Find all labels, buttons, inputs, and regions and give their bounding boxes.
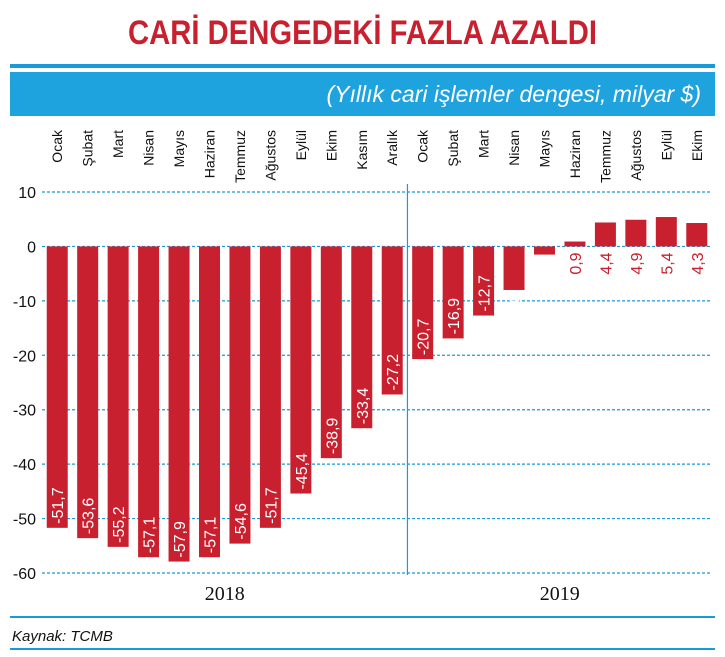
value-label: -20,7 [416, 319, 433, 356]
y-tick-label: 10 [18, 185, 36, 202]
category-label: Ekim [323, 130, 339, 161]
value-label: -45,4 [294, 453, 311, 490]
chart-subtitle: (Yıllık cari işlemler dengesi, milyar $) [326, 81, 701, 107]
year-label: 2019 [540, 583, 580, 605]
value-label: -51,7 [50, 487, 67, 524]
value-label: -57,1 [203, 517, 220, 554]
value-label: -16,9 [446, 298, 463, 335]
y-tick-label: -60 [13, 566, 36, 583]
source-note: Kaynak: TCMB [12, 628, 113, 645]
category-label: Mayıs [537, 130, 553, 167]
y-tick-label: -30 [13, 403, 36, 420]
category-label: Mart [110, 130, 126, 158]
value-label: -33,4 [355, 388, 372, 425]
y-tick-label: -20 [13, 348, 36, 365]
category-label: Eylül [293, 130, 309, 160]
y-tick-label: -10 [13, 294, 36, 311]
bar [625, 219, 647, 247]
bar [473, 246, 495, 316]
category-label: Ağustos [262, 130, 278, 181]
value-label: 4,3 [690, 252, 707, 274]
bar [534, 246, 555, 255]
category-label: Haziran [567, 130, 583, 178]
year-label: 2018 [205, 583, 245, 605]
chart-title: CARİ DENGEDEKİ FAZLA AZALDI [128, 14, 597, 52]
bar [77, 246, 99, 539]
category-label: Ekim [689, 130, 705, 161]
value-label: -27,2 [385, 354, 402, 391]
value-label: -57,9 [172, 521, 189, 558]
bar [381, 246, 403, 395]
value-label: -54,6 [233, 503, 250, 540]
bar [107, 246, 129, 547]
value-label: -57,1 [142, 517, 159, 554]
y-tick-label: -50 [13, 512, 36, 529]
bar [259, 246, 281, 528]
category-label: Mart [476, 130, 492, 158]
value-label: 4,4 [598, 252, 615, 274]
bar [229, 246, 251, 544]
bar [168, 246, 190, 562]
category-label: Temmuz [597, 130, 613, 183]
bar [564, 241, 586, 247]
category-label: Mayıs [171, 130, 187, 167]
value-label: -1,5 [538, 258, 555, 286]
category-label: Nisan [141, 130, 157, 166]
bar [290, 246, 312, 494]
category-label: Nisan [506, 130, 522, 166]
category-label: Ocak [49, 129, 65, 163]
category-label: Şubat [80, 130, 96, 167]
category-label: Temmuz [232, 130, 248, 183]
bar [138, 246, 160, 558]
value-label: 4,9 [629, 252, 646, 274]
category-label: Aralık [384, 129, 400, 166]
bar [351, 246, 373, 429]
category-label: Ağustos [628, 130, 644, 181]
bar [686, 223, 708, 247]
value-label: 5,4 [659, 252, 676, 274]
category-label: Eylül [658, 130, 674, 160]
value-label: -51,7 [263, 487, 280, 524]
bar [442, 246, 464, 339]
value-label: -53,6 [81, 498, 98, 535]
category-label: Şubat [445, 130, 461, 167]
category-label: Haziran [202, 130, 218, 178]
bar [655, 217, 677, 247]
value-label: -38,9 [324, 418, 341, 455]
label-spacer [534, 255, 555, 259]
category-label: Ocak [415, 129, 431, 163]
subtitle-band: (Yıllık cari işlemler dengesi, milyar $) [10, 72, 715, 116]
value-label: -12,7 [477, 275, 494, 312]
value-label: 0,9 [568, 252, 585, 274]
y-tick-label: -40 [13, 457, 36, 474]
bar [594, 222, 616, 247]
bar [412, 246, 434, 360]
bar [503, 246, 525, 290]
bar [199, 246, 220, 558]
y-tick-label: 0 [27, 239, 36, 256]
bar [46, 246, 68, 528]
bar [320, 246, 342, 459]
label-spacer [504, 290, 525, 294]
value-label: -8,0 [507, 294, 524, 322]
category-label: Kasım [354, 130, 370, 170]
value-label: -55,2 [111, 506, 128, 543]
footer-rule [10, 648, 715, 650]
title-rule [10, 64, 715, 68]
